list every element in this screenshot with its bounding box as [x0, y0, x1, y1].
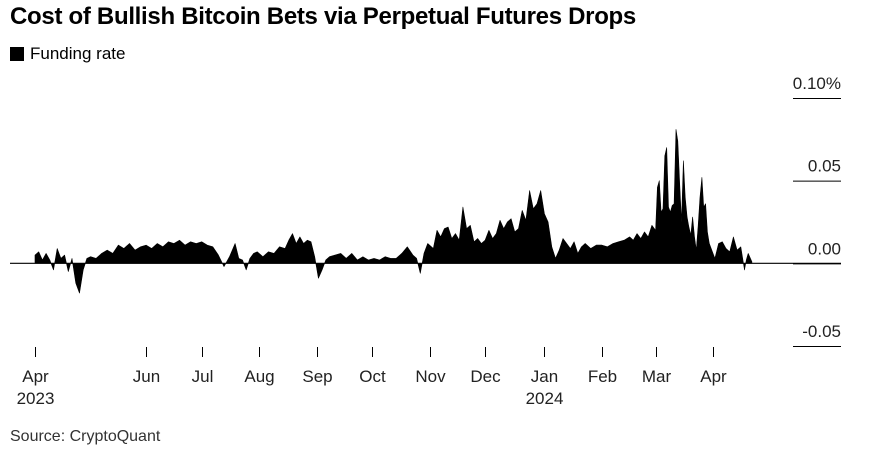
- x-tick-label: Nov: [415, 367, 446, 386]
- legend-swatch: [10, 47, 24, 61]
- x-tick-label: Oct: [359, 367, 386, 386]
- x-tick-label: Jun: [133, 367, 160, 386]
- x-tick-label: Mar: [642, 367, 672, 386]
- x-tick-label: Sep: [302, 367, 332, 386]
- chart-title: Cost of Bullish Bitcoin Bets via Perpetu…: [10, 3, 636, 30]
- y-tick-label: 0.00: [808, 239, 841, 258]
- source-note: Source: CryptoQuant: [10, 428, 161, 445]
- x-axis: Apr 2023 Jun Jul Aug Sep Oct Nov Dec Jan 2024 Feb Ma…: [17, 347, 727, 408]
- x-tick-label: Jul: [192, 367, 214, 386]
- x-tick-label: Feb: [588, 367, 617, 386]
- series-layer: [34, 129, 753, 294]
- funding-rate-chart: 0.10% 0.05 0.00 -0.05 Apr 2023 Jun Jul Aug Sep Oc…: [10, 74, 841, 408]
- x-tick-year-label: 2023: [17, 389, 55, 408]
- series-area-funding-rate: [34, 129, 753, 294]
- x-tick-year-label: 2024: [526, 389, 564, 408]
- y-axis: 0.10% 0.05 0.00 -0.05: [793, 74, 841, 347]
- x-tick-label: Apr: [22, 367, 49, 386]
- chart-legend: Funding rate: [10, 44, 125, 64]
- y-tick-label: -0.05: [802, 322, 841, 341]
- x-tick-label: Apr: [700, 367, 727, 386]
- x-tick-label: Jan: [531, 367, 558, 386]
- x-tick-label: Aug: [244, 367, 274, 386]
- y-tick-label: 0.05: [808, 157, 841, 176]
- x-tick-label: Dec: [470, 367, 501, 386]
- legend-label: Funding rate: [30, 44, 126, 63]
- y-tick-label: 0.10%: [793, 74, 841, 93]
